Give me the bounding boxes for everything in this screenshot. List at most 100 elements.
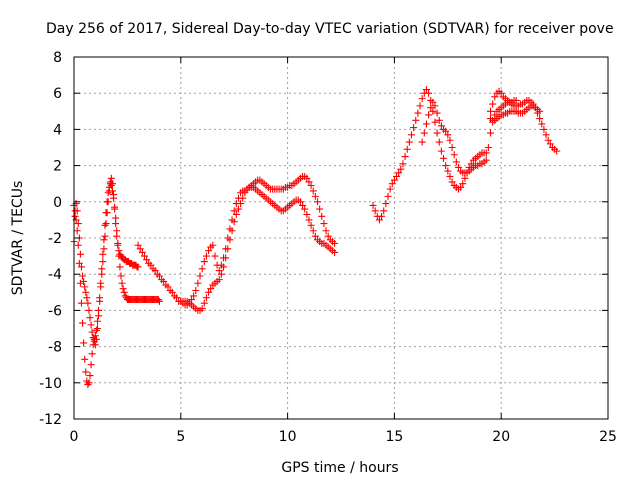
data-point: [427, 104, 435, 112]
data-point: [444, 167, 452, 175]
data-point: [403, 145, 411, 153]
data-point: [446, 136, 454, 144]
data-point: [136, 245, 144, 253]
data-point: [111, 203, 119, 211]
data-point: [101, 232, 109, 240]
data-point: [380, 207, 388, 215]
data-point: [198, 305, 206, 313]
data-point: [82, 368, 90, 376]
data-point: [316, 205, 324, 213]
data-point: [202, 252, 210, 260]
data-point: [187, 296, 195, 304]
data-point: [448, 144, 456, 151]
data-point: [83, 294, 91, 302]
data-point: [448, 178, 456, 186]
data-point: [429, 98, 437, 106]
data-point: [99, 258, 107, 266]
data-point: [138, 248, 146, 256]
data-point: [311, 192, 319, 200]
data-point: [112, 214, 120, 222]
data-point: [457, 183, 465, 191]
y-tick-label: 0: [53, 195, 62, 211]
data-point: [512, 96, 520, 104]
data-point: [386, 185, 394, 193]
data-point: [164, 283, 172, 291]
data-point: [407, 131, 415, 139]
y-tick-label: 4: [53, 122, 62, 138]
data-point: [205, 288, 213, 296]
data-point: [395, 169, 403, 177]
data-point: [442, 162, 450, 170]
data-point: [207, 285, 215, 293]
data-point: [232, 210, 240, 218]
data-point: [382, 200, 390, 208]
y-tick-label: -10: [39, 376, 62, 392]
data-point: [97, 279, 105, 287]
data-point: [79, 272, 87, 280]
data-point: [234, 194, 242, 202]
y-tick-label: 6: [53, 86, 62, 102]
data-point: [309, 187, 317, 195]
data-point: [102, 220, 110, 228]
data-point: [538, 120, 546, 128]
data-point: [228, 216, 236, 224]
data-point: [103, 198, 111, 206]
data-point: [85, 379, 93, 387]
data-point: [143, 256, 151, 264]
data-point: [202, 294, 210, 302]
data-point: [487, 107, 495, 115]
x-tick-label: 5: [176, 429, 185, 445]
data-point: [120, 288, 128, 296]
data-point: [168, 288, 176, 296]
x-tick-label: 0: [70, 429, 79, 445]
data-point: [433, 129, 441, 137]
data-point: [331, 239, 339, 247]
data-point: [314, 198, 322, 206]
data-point: [388, 180, 396, 188]
data-point: [104, 189, 112, 197]
data-point: [307, 221, 315, 229]
data-point: [110, 194, 118, 202]
data-point: [454, 163, 462, 171]
data-point: [160, 277, 168, 285]
data-point: [303, 210, 311, 218]
data-point: [397, 165, 405, 173]
data-point: [425, 89, 433, 97]
data-point: [450, 151, 458, 159]
data-point: [73, 227, 81, 235]
data-point: [375, 216, 383, 224]
data-point: [192, 286, 200, 294]
data-point: [296, 198, 304, 206]
data-point: [307, 182, 315, 190]
data-point: [536, 115, 544, 123]
data-point: [422, 86, 430, 94]
data-point: [318, 212, 326, 220]
data-point: [393, 172, 401, 180]
data-point: [416, 102, 424, 110]
data-point: [205, 247, 213, 255]
data-point: [74, 241, 82, 249]
data-point: [220, 254, 228, 262]
data-point: [401, 153, 409, 161]
data-point: [155, 272, 163, 280]
data-point: [86, 372, 94, 380]
data-point: [390, 176, 398, 184]
data-point: [425, 111, 433, 119]
data-point: [151, 267, 159, 275]
data-point: [87, 361, 95, 369]
data-point: [88, 328, 96, 336]
data-point: [116, 263, 124, 271]
y-axis-label: SDTVAR / TECUs: [10, 181, 26, 296]
data-point: [173, 294, 181, 302]
y-tick-label: 2: [53, 159, 62, 175]
data-point: [546, 140, 554, 148]
data-point: [311, 232, 319, 240]
data-point: [198, 265, 206, 273]
data-point: [118, 279, 126, 287]
y-tick-label: -8: [48, 340, 62, 356]
y-tick-label: -2: [48, 231, 62, 247]
data-point: [76, 250, 84, 258]
data-point: [217, 270, 225, 278]
data-point: [384, 192, 392, 200]
data-point: [414, 109, 422, 117]
